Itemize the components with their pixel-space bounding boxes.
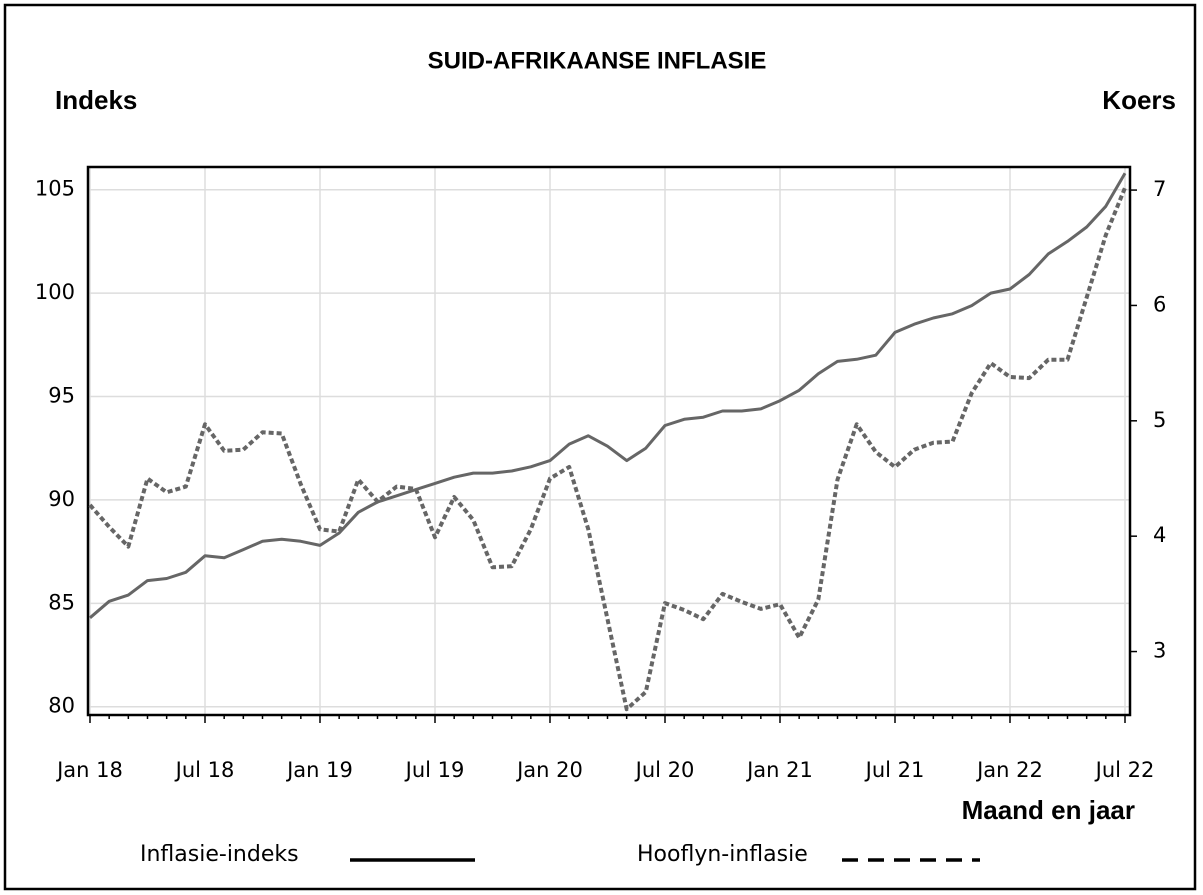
y-axis-label: Indeks	[55, 85, 137, 115]
legend-label: Inflasie-indeks	[140, 842, 299, 867]
x-tick-label: Jul 20	[634, 758, 695, 782]
y2-tick-label: 7	[1153, 177, 1166, 201]
series-line	[89, 172, 1127, 619]
x-tick-label: Jan 21	[745, 758, 813, 782]
legend-label: Hooflyn-inflasie	[637, 842, 808, 867]
y2-tick-label: 5	[1153, 408, 1166, 432]
x-tick-label: Jan 20	[515, 758, 583, 782]
y2-axis-label: Koers	[1102, 85, 1176, 115]
chart-title: SUID-AFRIKAANSE INFLASIE	[428, 47, 767, 74]
x-axis-label: Maand en jaar	[962, 795, 1135, 825]
y-tick-label: 95	[48, 384, 75, 408]
x-tick-label: Jul 18	[174, 758, 235, 782]
x-tick-label: Jan 18	[55, 758, 123, 782]
y2-tick-label: 4	[1153, 523, 1166, 547]
y2-tick-label: 6	[1153, 292, 1166, 316]
frame	[3, 3, 1197, 891]
y-tick-label: 100	[35, 280, 75, 304]
series-line	[88, 187, 1127, 712]
x-tick-label: Jul 21	[864, 758, 925, 782]
y-tick-label: 80	[48, 694, 75, 718]
y-tick-label: 85	[48, 590, 75, 614]
y-tick-label: 105	[35, 177, 75, 201]
x-tick-label: Jan 22	[975, 758, 1043, 782]
y2-tick-label: 3	[1153, 639, 1166, 663]
plot-frame	[86, 165, 1132, 717]
y-tick-label: 90	[48, 487, 75, 511]
x-tick-label: Jul 19	[404, 758, 465, 782]
x-tick-label: Jul 22	[1094, 758, 1155, 782]
x-tick-label: Jan 19	[285, 758, 353, 782]
